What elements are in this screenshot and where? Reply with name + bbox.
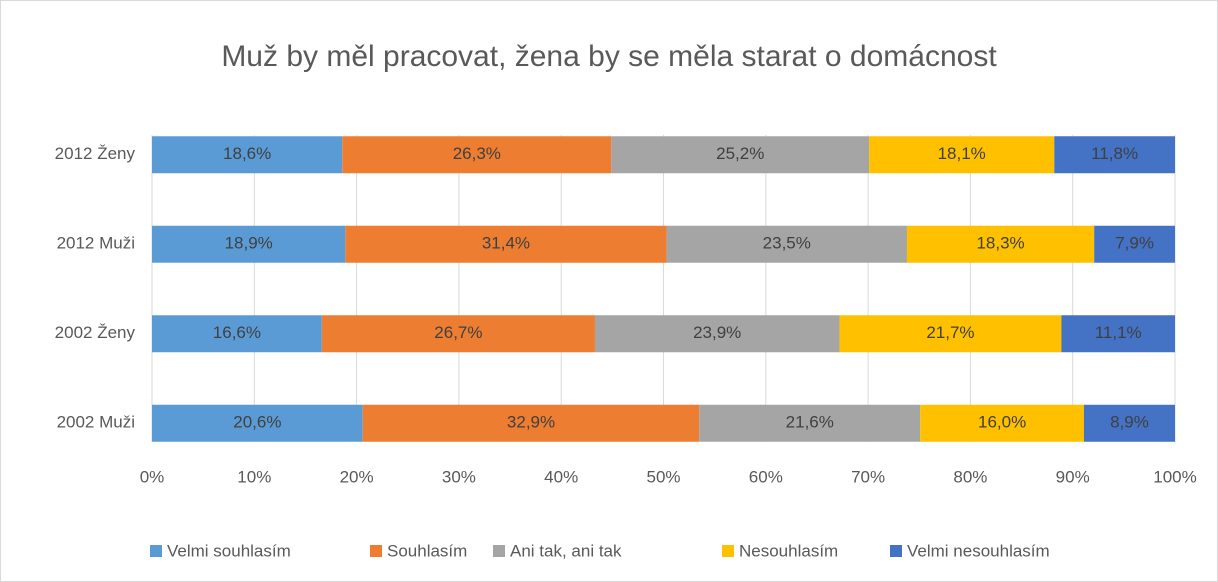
x-tick-label: 20% <box>340 467 374 486</box>
x-tick-label: 60% <box>749 467 783 486</box>
y-tick-label: 2002 Ženy <box>55 323 136 342</box>
bar-segment <box>1094 225 1175 263</box>
data-label: 26,7% <box>434 323 482 342</box>
data-label: 25,2% <box>716 144 764 163</box>
data-label: 8,9% <box>1110 413 1149 432</box>
data-label: 26,3% <box>453 144 501 163</box>
data-label: 16,0% <box>978 413 1026 432</box>
legend-swatch <box>722 545 734 557</box>
x-tick-label: 10% <box>237 467 271 486</box>
bar-segment <box>152 404 363 442</box>
legend-swatch <box>493 545 505 557</box>
legend-label: Nesouhlasím <box>739 541 838 560</box>
data-label: 16,6% <box>213 323 261 342</box>
y-tick-label: 2002 Muži <box>57 413 135 432</box>
data-label: 11,8% <box>1091 144 1138 163</box>
bar-segment <box>152 225 346 263</box>
data-label: 11,1% <box>1095 323 1142 342</box>
bar-segment <box>699 404 921 442</box>
legend-swatch <box>150 545 162 557</box>
bar-segment <box>666 225 907 263</box>
legend-label: Velmi souhlasím <box>167 541 291 560</box>
x-tick-label: 0% <box>140 467 165 486</box>
data-label: 23,9% <box>693 323 741 342</box>
y-tick-label: 2012 Ženy <box>55 144 136 163</box>
x-tick-label: 80% <box>953 467 987 486</box>
bar-segment <box>345 225 667 263</box>
bar-segment <box>920 404 1084 442</box>
data-label: 7,9% <box>1115 234 1154 253</box>
data-label: 21,6% <box>786 413 834 432</box>
y-tick-label: 2012 Muži <box>57 234 135 253</box>
data-label: 21,7% <box>926 323 974 342</box>
x-tick-label: 100% <box>1153 467 1196 486</box>
bar-segment <box>342 136 612 174</box>
chart-title: Muž by měl pracovat, žena by se měla sta… <box>221 40 997 73</box>
legend-swatch <box>890 545 902 557</box>
bar-segment <box>152 315 322 353</box>
data-label: 32,9% <box>507 413 555 432</box>
data-label: 18,3% <box>976 234 1024 253</box>
bar-segment <box>321 315 595 353</box>
legend-label: Souhlasím <box>387 541 467 560</box>
legend-label: Ani tak, ani tak <box>510 541 622 560</box>
bar-segment <box>594 315 840 353</box>
data-label: 18,1% <box>938 144 986 163</box>
x-tick-label: 40% <box>544 467 578 486</box>
bar-segment <box>1054 136 1175 174</box>
data-label: 20,6% <box>233 413 281 432</box>
bar-segment <box>1083 404 1175 442</box>
x-tick-label: 30% <box>442 467 476 486</box>
bar-segment <box>906 225 1095 263</box>
bar-segment <box>1061 315 1175 353</box>
x-tick-label: 90% <box>1056 467 1090 486</box>
data-label: 18,6% <box>223 144 271 163</box>
bar-segment <box>611 136 870 174</box>
data-label: 23,5% <box>763 234 811 253</box>
bar-segment <box>362 404 700 442</box>
x-tick-label: 70% <box>851 467 885 486</box>
bar-segment <box>152 136 343 174</box>
data-label: 31,4% <box>482 234 530 253</box>
legend-label: Velmi nesouhlasím <box>907 541 1050 560</box>
legend-swatch <box>370 545 382 557</box>
bar-segment <box>839 315 1062 353</box>
bar-segment <box>869 136 1055 174</box>
x-tick-label: 50% <box>646 467 680 486</box>
data-label: 18,9% <box>225 234 273 253</box>
